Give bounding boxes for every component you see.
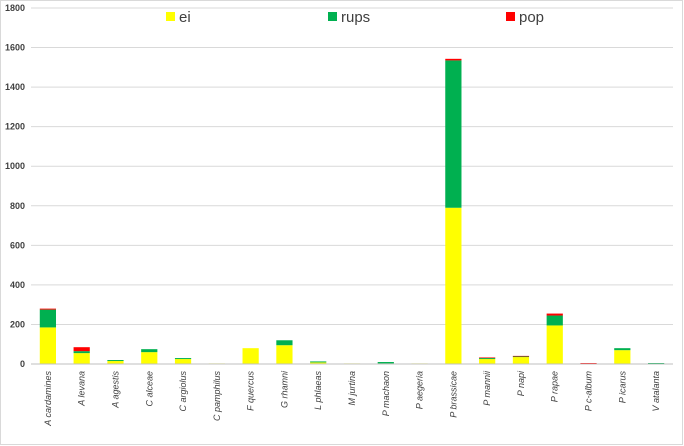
legend: ei rups pop [166,9,544,26]
x-category-label: V atalanta [651,371,661,412]
x-category-label: P brassicae [448,371,458,418]
bar-pop-a-levana [73,347,90,352]
x-category-label: P mannii [482,370,492,406]
x-category-label: C argiolus [178,371,188,412]
bar-ei-c-argiolus [174,359,192,364]
bar-pop-a-cardamines [39,308,57,310]
x-category-label: P napi [516,370,526,396]
bar-rups-p-napi [512,356,530,358]
bars [39,58,665,364]
legend-swatch-pop [506,12,515,21]
bar-rups-a-agestis [107,360,124,362]
y-tick-label: 200 [10,319,25,329]
legend-label-ei: ei [179,9,191,26]
x-category-label: C pamphilus [212,371,222,422]
bar-rups-l-phlaeas [310,361,327,363]
bar-ei-a-cardamines [39,327,57,364]
y-tick-label: 1400 [5,82,25,92]
bar-ei-a-levana [73,353,90,364]
bar-ei-g-rhamni [276,345,293,364]
bar-rups-p-icarus [614,348,631,351]
bar-ei-a-agestis [107,361,124,364]
bar-ei-p-napi [512,357,530,364]
y-tick-label: 800 [10,201,25,211]
bar-pop-p-brassicae [445,58,462,61]
y-tick-label: 1000 [5,161,25,171]
y-tick-label: 400 [10,280,25,290]
x-category-label: F quercus [246,371,256,411]
bar-rups-p-mannii [479,358,496,360]
bar-rups-c-alceae [141,349,158,353]
bar-rups-c-argiolus [174,358,192,360]
bar-rups-a-cardamines [39,309,57,328]
bar-rups-g-rhamni [276,340,293,346]
bar-pop-p-rapae [546,313,563,316]
x-category-label: P icarus [617,371,627,404]
x-category-label: P rapae [550,371,560,402]
x-axis-category-labels: A cardamines A levana A agestis C alceae C a… [43,370,661,427]
x-category-label: L phlaeas [313,371,323,410]
bar-ei-p-brassicae [445,207,462,364]
legend-swatch-ei [166,12,175,21]
y-tick-label: 1600 [5,43,25,53]
legend-label-rups: rups [341,9,370,26]
legend-swatch-rups [328,12,337,21]
y-tick-label: 1800 [5,3,25,13]
bar-rups-p-machaon [377,362,394,364]
bar-ei-p-rapae [546,325,563,364]
bar-ei-f-quercus [242,348,259,364]
bar-ei-l-phlaeas [310,362,327,364]
x-category-label: M jurtina [347,371,357,406]
x-category-label: G rhamni [279,370,289,408]
y-axis-ticks: 0 200 400 600 800 1000 1200 1400 1600 1800 [5,3,25,369]
x-category-label: A agestis [110,371,120,409]
bar-rups-p-brassicae [445,60,462,208]
x-category-label: A cardamines [43,371,53,427]
y-tick-label: 1200 [5,122,25,132]
x-category-label: P machaon [381,371,391,416]
x-category-label: P aegeria [415,371,425,409]
bar-rups-p-rapae [546,315,563,326]
bar-ei-p-mannii [479,359,496,364]
x-category-label: A levana [77,371,87,407]
x-category-label: P c-album [584,371,594,412]
bar-ei-p-icarus [614,350,631,364]
bar-pop-p-mannii [479,357,496,359]
bar-ei-c-alceae [141,352,158,364]
bar-pop-p-napi [512,355,530,357]
gridlines [31,7,673,325]
y-tick-label: 0 [20,359,25,369]
bar-rups-a-levana [73,351,90,354]
y-tick-label: 600 [10,240,25,250]
x-category-label: C alceae [144,371,154,407]
legend-label-pop: pop [519,9,544,26]
